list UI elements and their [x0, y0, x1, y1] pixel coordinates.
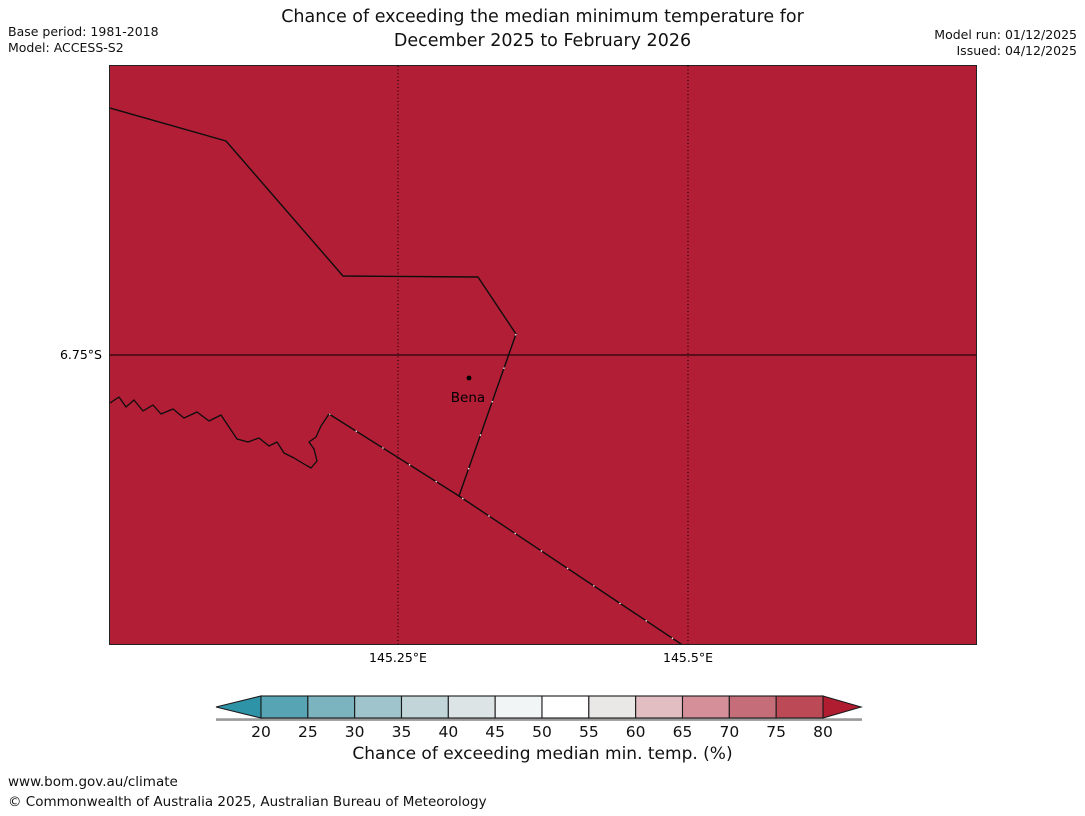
- base-period-label: Base period: 1981-2018: [8, 24, 159, 39]
- colorbar-label: Chance of exceeding median min. temp. (%…: [352, 744, 733, 764]
- boundary-line-diagonal: [328, 413, 683, 644]
- colorbar-segment: [400, 695, 449, 719]
- colorbar-tick: 75: [766, 723, 786, 741]
- colorbar-tick: 35: [392, 723, 412, 741]
- colorbar-segment: [728, 695, 777, 719]
- colorbar-segment: [447, 695, 496, 719]
- colorbar-segment: [635, 695, 684, 719]
- river-line: [110, 396, 330, 469]
- colorbar-tick: 60: [626, 723, 646, 741]
- colorbar: 20 25 30 35 40 45 50 55 60 65 70 75 80: [200, 690, 880, 746]
- colorbar-segment: [354, 695, 403, 719]
- colorbar-tick: 20: [251, 723, 271, 741]
- map-title-line2: December 2025 to February 2026: [393, 31, 692, 51]
- map-graphics: Bena: [110, 66, 976, 644]
- colorbar-tick: 40: [438, 723, 458, 741]
- issued-label: Issued: 04/12/2025: [956, 43, 1078, 58]
- colorbar-tick: 50: [532, 723, 552, 741]
- colorbar-tick: 30: [345, 723, 365, 741]
- colorbar-segment: [494, 695, 543, 719]
- colorbar-tick: 55: [579, 723, 599, 741]
- lon-label-145-5e: 145.5°E: [663, 650, 713, 665]
- boundary-line-main: [110, 107, 517, 497]
- colorbar-tick: 25: [298, 723, 318, 741]
- model-run-label: Model run: 01/12/2025: [934, 27, 1077, 42]
- lon-label-145-25e: 145.25°E: [369, 650, 427, 665]
- colorbar-arrow-left: [215, 695, 262, 719]
- colorbar-tick: 45: [485, 723, 505, 741]
- colorbar-segment: [681, 695, 730, 719]
- boundary-dash-overlay2: [458, 333, 517, 497]
- colorbar-segment: [541, 695, 590, 719]
- colorbar-segment: [588, 695, 637, 719]
- colorbar-tick: 80: [813, 723, 833, 741]
- bena-label: Bena: [451, 390, 485, 406]
- colorbar-arrow-right: [822, 695, 863, 719]
- footer-url: www.bom.gov.au/climate: [8, 774, 178, 790]
- model-label: Model: ACCESS-S2: [8, 40, 124, 55]
- colorbar-segment: [775, 695, 824, 719]
- colorbar-tick: 65: [673, 723, 693, 741]
- footer-copyright: © Commonwealth of Australia 2025, Austra…: [8, 794, 487, 810]
- map-title-line1: Chance of exceeding the median minimum t…: [281, 7, 804, 27]
- colorbar-segment: [260, 695, 309, 719]
- colorbar-segment: [307, 695, 356, 719]
- colorbar-tick: 70: [719, 723, 739, 741]
- map-canvas: Bena: [109, 65, 977, 645]
- bena-marker: [466, 375, 472, 381]
- colorbar-graphics: 20 25 30 35 40 45 50 55 60 65 70 75 80: [215, 695, 863, 741]
- lat-label-6-75s: 6.75°S: [59, 347, 102, 362]
